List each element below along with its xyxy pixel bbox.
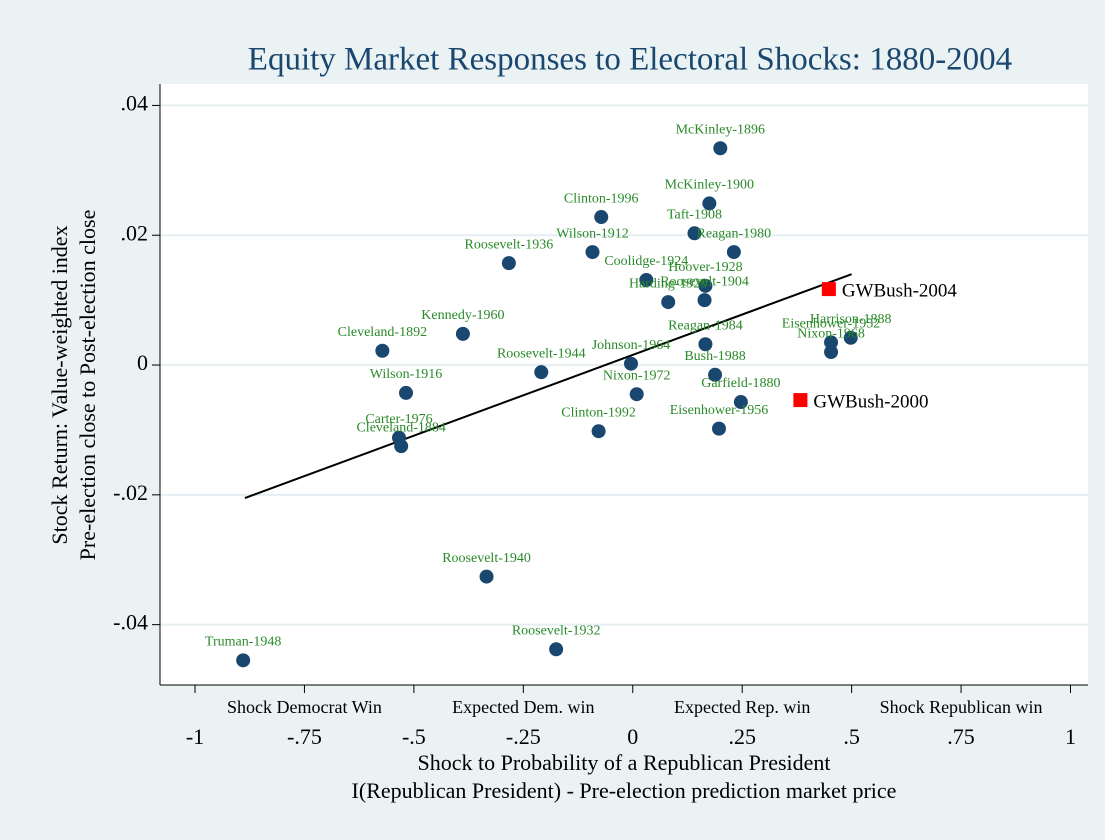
point	[713, 141, 728, 156]
point-label: McKinley-1900	[665, 178, 754, 193]
y-tick-label: .02	[121, 220, 149, 245]
point	[624, 356, 639, 371]
point-label: Harding-1920	[629, 276, 708, 291]
point	[375, 343, 390, 358]
point	[824, 335, 839, 350]
point-label: Harrison-1888	[810, 312, 892, 327]
point	[824, 345, 839, 360]
x-tick-label: 1	[1065, 724, 1076, 749]
point-label: GWBush-2004	[842, 280, 958, 301]
point	[793, 393, 808, 408]
x-tick-label: 0	[627, 724, 638, 749]
point-label: Roosevelt-1944	[497, 346, 586, 361]
point	[843, 330, 858, 345]
point-label: Roosevelt-1904	[660, 274, 749, 289]
x-tick-label: -1	[186, 724, 204, 749]
point-label: Cleveland-1892	[338, 325, 427, 340]
point-label: Wilson-1912	[556, 226, 629, 241]
point-label: GWBush-2000	[813, 391, 928, 412]
point-label: Truman-1948	[205, 635, 282, 650]
point	[549, 642, 564, 657]
point	[821, 282, 836, 297]
point-label: Hoover-1928	[668, 260, 742, 275]
y-tick-label: 0	[137, 350, 148, 375]
point-label: Carter-1976	[365, 412, 432, 427]
point	[534, 365, 549, 380]
point-label: Roosevelt-1936	[465, 237, 554, 252]
point	[698, 278, 713, 293]
point	[639, 273, 654, 288]
point-label: Roosevelt-1940	[442, 551, 531, 566]
y-tick-label: -.02	[113, 480, 148, 505]
point	[687, 226, 702, 241]
point-label: Clinton-1992	[561, 405, 636, 420]
point	[501, 256, 516, 271]
point	[711, 421, 726, 436]
point	[594, 210, 609, 225]
x-tick-label: -.75	[287, 724, 322, 749]
point-label: Reagan-1980	[697, 226, 772, 241]
point	[726, 245, 741, 260]
y-axis-label: Stock Return: Value-weighted index	[47, 225, 72, 544]
point	[661, 295, 676, 310]
x-tick-label: -.5	[402, 724, 426, 749]
point	[697, 293, 712, 308]
x-annotation: Expected Dem. win	[452, 697, 594, 717]
point-label: Clinton-1996	[564, 191, 639, 206]
x-axis-label: I(Republican President) - Pre-election p…	[352, 778, 897, 803]
point-label: McKinley-1896	[676, 122, 765, 137]
fit-line	[244, 273, 852, 500]
point	[394, 439, 409, 454]
point-label: Taft-1908	[667, 207, 722, 222]
point	[479, 569, 494, 584]
point-label: Wilson-1916	[370, 367, 443, 382]
y-tick-label: .04	[121, 90, 149, 115]
point-label: Roosevelt-1932	[512, 624, 601, 639]
point-label: Johnson-1964	[592, 338, 671, 353]
x-tick-label: .75	[947, 724, 975, 749]
x-axis-label: Shock to Probability of a Republican Pre…	[417, 750, 830, 775]
point-label: Eisenhower-1956	[670, 403, 768, 418]
point-label: Nixon-1972	[603, 368, 671, 383]
x-annotation: Shock Democrat Win	[227, 697, 382, 717]
point-label: Nixon-1968	[797, 326, 865, 341]
y-axis-label: Pre-election close to Post-election clos…	[75, 210, 100, 561]
x-tick-label: .5	[843, 724, 860, 749]
point-label: Garfield-1880	[701, 376, 780, 391]
point	[733, 395, 748, 410]
x-annotation: Expected Rep. win	[674, 697, 810, 717]
point	[399, 385, 414, 400]
point-label: Bush-1988	[684, 349, 745, 364]
point	[708, 367, 723, 382]
point	[591, 424, 606, 439]
plot-area	[160, 84, 1088, 685]
x-tick-label: .25	[728, 724, 756, 749]
point	[455, 326, 470, 341]
x-tick-label: -.25	[506, 724, 541, 749]
x-annotation: Shock Republican win	[880, 697, 1043, 717]
point-label: Cleveland-1884	[356, 420, 445, 435]
chart-title: Equity Market Responses to Electoral Sho…	[248, 42, 1012, 78]
point	[698, 337, 713, 352]
point	[585, 245, 600, 260]
point	[702, 196, 717, 211]
point-label: Coolidge-1924	[604, 254, 688, 269]
point-label: Kennedy-1960	[421, 308, 504, 323]
point-label: Reagan-1984	[668, 318, 743, 333]
point-label: Eisenhower-1952	[782, 317, 880, 332]
y-tick-label: -.04	[113, 610, 148, 635]
point	[236, 653, 251, 668]
point	[629, 387, 644, 402]
